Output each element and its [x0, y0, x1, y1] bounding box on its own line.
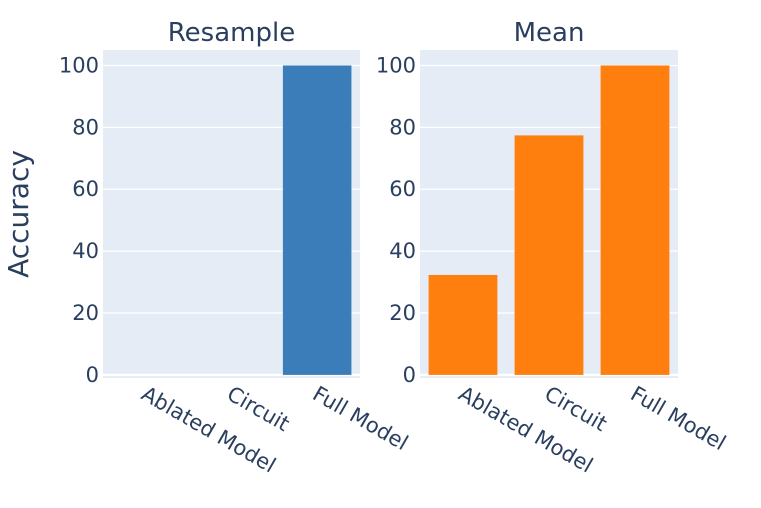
- bar: [514, 135, 584, 375]
- y-tick-label: 0: [403, 363, 416, 387]
- x-tick-label: Circuit: [223, 382, 294, 437]
- y-tick-label: 40: [72, 239, 99, 263]
- x-tick-label: Full Model: [627, 382, 730, 456]
- y-tick-label: 20: [72, 301, 99, 325]
- y-axis-title: Accuracy: [2, 150, 35, 278]
- subplot-title: Mean: [514, 18, 585, 48]
- x-tick-label: Full Model: [309, 382, 412, 456]
- subplot-title: Resample: [168, 18, 295, 48]
- y-tick-label: 100: [376, 53, 416, 77]
- bar: [428, 274, 498, 375]
- y-tick-label: 40: [389, 239, 416, 263]
- y-tick-label: 20: [389, 301, 416, 325]
- y-tick-label: 80: [72, 115, 99, 139]
- y-tick-label: 60: [389, 177, 416, 201]
- y-tick-label: 100: [59, 53, 99, 77]
- y-tick-label: 80: [389, 115, 416, 139]
- y-tick-label: 60: [72, 177, 99, 201]
- y-tick-label: 0: [86, 363, 99, 387]
- x-tick-label: Circuit: [541, 382, 612, 437]
- bar: [600, 65, 670, 375]
- bar: [282, 65, 352, 375]
